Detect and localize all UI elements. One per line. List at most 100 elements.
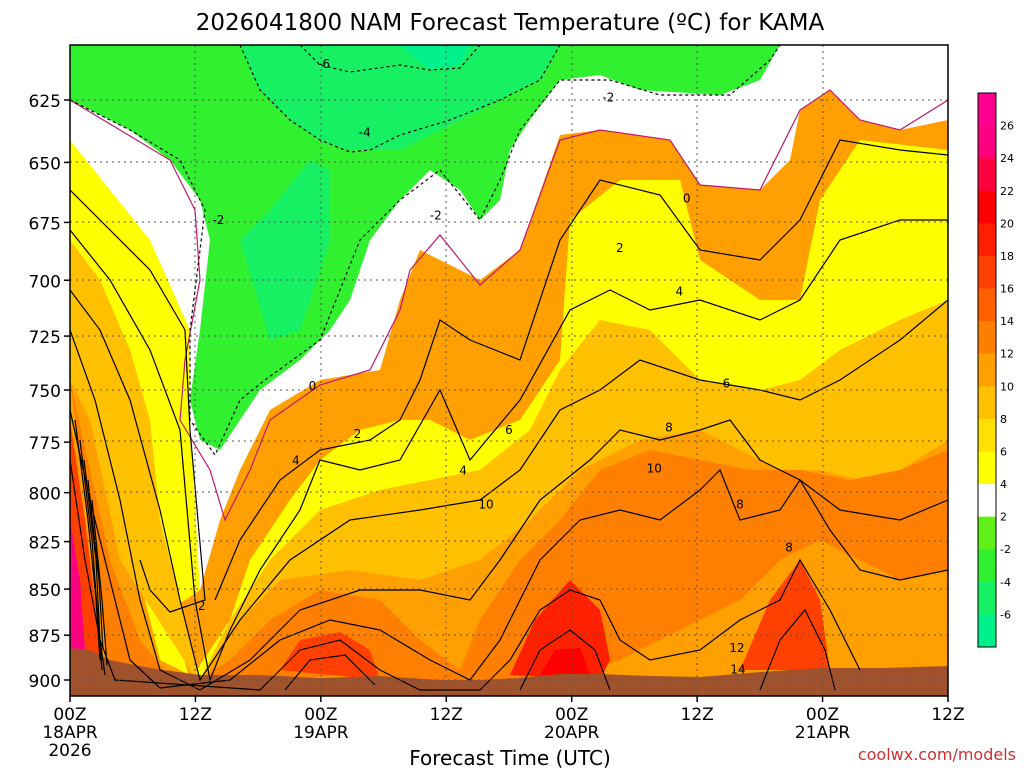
fill-coldest-core xyxy=(400,45,470,70)
y-tick-label: 850 xyxy=(29,581,61,601)
contour-label: 2 xyxy=(616,241,624,255)
y-axis: 625 650 675 700 725 750 775 800 825 850 875 900 xyxy=(29,92,70,692)
x-tick-label: 12Z xyxy=(931,705,964,725)
contour-label: 12 xyxy=(729,641,744,655)
colorbar-frame xyxy=(977,92,997,648)
fill-below-zero xyxy=(70,45,780,450)
colorbar-label: 12 xyxy=(1000,348,1014,361)
colorbar-segment xyxy=(978,93,996,127)
colorbar-label: 16 xyxy=(1000,283,1014,296)
x-tick-label: 12Z xyxy=(430,705,463,725)
fill-warm-core-mid-inner xyxy=(540,648,590,675)
filled-contours xyxy=(70,45,948,696)
credit-link[interactable]: coolwx.com/models xyxy=(858,745,1016,764)
fill-ten-to-twelve xyxy=(70,380,948,690)
contour-label: 6 xyxy=(505,423,513,437)
colorbar-label: -2 xyxy=(1000,543,1011,556)
contour-label: 0 xyxy=(309,379,317,393)
y-tick-label: 775 xyxy=(29,434,61,454)
x-tick-date: 18APR xyxy=(42,723,98,743)
fill-warm-core-east xyxy=(740,560,830,670)
y-tick-label: 800 xyxy=(29,485,61,505)
isotherm-fourteen xyxy=(284,608,836,691)
x-tick-label: 00Z xyxy=(806,705,839,725)
contour-label: 2 xyxy=(198,599,206,613)
x-tick-label: 12Z xyxy=(681,705,714,725)
contour-label: -4 xyxy=(359,126,371,140)
x-tick-date: 19APR xyxy=(293,723,349,743)
colorbar-segment xyxy=(978,125,996,159)
contour-label: 8 xyxy=(736,498,744,512)
isotherm-minus-two xyxy=(70,45,781,457)
y-tick-label: 875 xyxy=(29,627,61,647)
contour-label: 2 xyxy=(354,427,362,441)
colorbar-label: 22 xyxy=(1000,185,1014,198)
colorbar-label: 2 xyxy=(1000,511,1007,524)
fill-surface-hottest-column xyxy=(70,520,85,660)
colorbar-label: 24 xyxy=(1000,152,1014,165)
contour-label: 14 xyxy=(730,662,745,676)
y-tick-label: 825 xyxy=(29,534,61,554)
fill-six-to-eight xyxy=(70,240,948,685)
contour-label: -6 xyxy=(318,57,330,71)
colorbar-segment xyxy=(978,418,996,452)
isotherm-minus-six xyxy=(299,45,481,73)
colorbar-segment xyxy=(978,190,996,224)
colorbar-label: 26 xyxy=(1000,120,1014,133)
colorbar-segment xyxy=(978,516,996,550)
chart-title: 2026041800 NAM Forecast Temperature (ºC)… xyxy=(196,10,825,36)
colorbar-segment xyxy=(978,549,996,583)
colorbar-label: 10 xyxy=(1000,380,1014,393)
y-tick-label: 700 xyxy=(29,272,61,292)
y-tick-label: 625 xyxy=(29,92,61,112)
plot-frame xyxy=(69,44,949,697)
contour-label: 6 xyxy=(723,377,731,391)
colorbar-label: -4 xyxy=(1000,576,1011,589)
colorbar-label: 14 xyxy=(1000,315,1014,328)
contour-label: 10 xyxy=(478,498,493,512)
x-tick-label: 00Z xyxy=(555,705,588,725)
colorbar: 26 24 22 20 18 16 14 12 10 8 6 4 2 -2 -4 -6 xyxy=(977,92,1014,648)
isotherm-two xyxy=(70,189,206,613)
contour-label: -2 xyxy=(212,213,224,227)
contour-label: 10 xyxy=(647,462,662,476)
isotherm-surface-stack xyxy=(74,419,108,676)
contour-label-layer: -6 -4 -2 -2 -2 0 0 2 2 2 4 4 4 6 6 8 8 8 10 10 12 14 xyxy=(198,57,793,676)
contour-label: 8 xyxy=(785,540,793,554)
fill-cold-pocket-south xyxy=(240,160,330,340)
y-tick-label: 725 xyxy=(29,328,61,348)
fill-cold-pocket-north xyxy=(240,45,560,150)
contour-label: 4 xyxy=(459,464,467,478)
isotherm-ten xyxy=(70,409,948,689)
colorbar-label: 18 xyxy=(1000,250,1014,263)
isotherm-two-b xyxy=(214,139,948,601)
colorbar-label: 6 xyxy=(1000,445,1007,458)
contour-label: 4 xyxy=(292,454,300,468)
colorbar-label: 20 xyxy=(1000,217,1014,230)
colorbar-segment xyxy=(978,288,996,322)
colorbar-segment xyxy=(978,451,996,485)
colorbar-label: 4 xyxy=(1000,478,1007,491)
contour-label: 4 xyxy=(676,285,684,299)
x-tick-label: 00Z xyxy=(53,705,86,725)
y-tick-label: 750 xyxy=(29,382,61,402)
colorbar-segment xyxy=(978,484,996,518)
fill-warm-core-west xyxy=(280,632,380,680)
isotherm-eight xyxy=(70,329,948,691)
x-tick-label: 00Z xyxy=(304,705,337,725)
colorbar-segment xyxy=(978,353,996,387)
grid-lines xyxy=(70,45,948,696)
colorbar-segment xyxy=(978,223,996,257)
contour-label: -2 xyxy=(430,208,442,222)
contour-label: 0 xyxy=(683,192,691,206)
colorbar-segment xyxy=(978,581,996,615)
isotherm-twelve xyxy=(70,459,861,691)
contour-lines xyxy=(70,45,948,691)
x-tick-date: 21APR xyxy=(795,723,851,743)
colorbar-segment xyxy=(978,158,996,192)
colorbar-segment xyxy=(978,386,996,420)
x-tick-label: 12Z xyxy=(179,705,212,725)
x-tick-date: 20APR xyxy=(544,723,600,743)
